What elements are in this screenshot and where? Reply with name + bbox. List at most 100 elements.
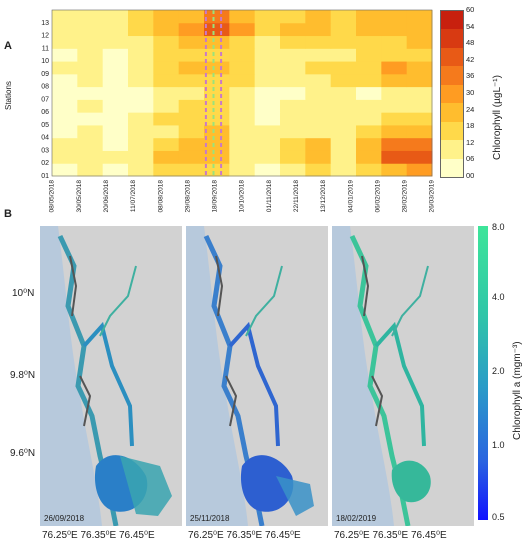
heatmap-cell — [356, 35, 382, 49]
heatmap-cell — [229, 86, 256, 100]
heatmap-cell — [178, 10, 205, 24]
heatmap-cell — [381, 22, 408, 37]
heatmap-cell — [305, 22, 332, 37]
heatmap-cell — [52, 137, 78, 151]
heatmap-cell — [102, 61, 129, 75]
colorbar-tick-label: 00 — [466, 171, 475, 180]
heatmap-cell — [406, 48, 433, 62]
heatmap-cell — [204, 10, 230, 24]
heatmap-cell — [406, 150, 433, 164]
heatmap-cell — [52, 112, 78, 126]
heatmap-cell — [330, 10, 357, 24]
heatmap-cell — [356, 112, 382, 126]
colorbar-tick-label: 30 — [466, 88, 475, 97]
heatmap-cell — [204, 150, 230, 164]
colorbar-swatch — [441, 140, 463, 159]
heatmap-cell — [406, 112, 433, 126]
date-tick-label: 06/02/2019 — [374, 180, 381, 213]
heatmap-cell — [406, 10, 433, 24]
heatmap-cell — [77, 61, 104, 75]
heatmap-cell — [330, 124, 357, 139]
heatmap-cell — [229, 61, 256, 75]
heatmap-cell — [356, 150, 382, 164]
heatmap-cell — [204, 124, 230, 139]
heatmap-cell — [356, 48, 382, 62]
cb-b-tick-1: 1.0 — [492, 440, 505, 450]
heatmap-cell — [52, 163, 78, 177]
heatmap-cell — [229, 10, 256, 24]
heatmap-cell — [128, 163, 154, 177]
heatmap-cell — [330, 150, 357, 164]
heatmap-cell — [102, 137, 129, 151]
lon-label-76-35: 76.35⁰E — [226, 530, 263, 541]
heatmap-cell — [381, 48, 408, 62]
heatmap-cell — [406, 73, 433, 88]
heatmap-cell — [381, 137, 408, 151]
heatmap-cell — [102, 10, 129, 24]
heatmap-cell — [52, 48, 78, 62]
station-tick-label: 12 — [41, 33, 49, 40]
heatmap-cell — [229, 150, 256, 164]
heatmap-cell — [204, 99, 230, 113]
heatmap-cell — [77, 86, 104, 100]
heatmap-cell — [330, 99, 357, 113]
colorbar-swatch — [441, 47, 463, 67]
heatmap-cell — [128, 22, 154, 37]
chlorophyll-colorbar-ticks: 00 06 12 18 24 30 36 42 48 54 60 — [466, 5, 496, 180]
heatmap-cell — [356, 73, 382, 88]
heatmap-cell — [356, 61, 382, 75]
heatmap-cell — [356, 137, 382, 151]
cb-b-tick-4: 4.0 — [492, 292, 505, 302]
heatmap-cell — [254, 48, 281, 62]
heatmap-cell — [52, 10, 78, 24]
heatmap-cell — [305, 10, 332, 24]
lon-labels-map-1: 76.25⁰E 76.35⁰E 76.45⁰E — [42, 530, 155, 541]
heatmap-cell — [77, 112, 104, 126]
heatmap-cell — [330, 73, 357, 88]
lon-label-76-35: 76.35⁰E — [80, 530, 117, 541]
map-2-graphic — [186, 226, 328, 527]
colorbar-swatch — [441, 11, 463, 30]
station-tick-label: 02 — [41, 160, 49, 167]
heatmap-cell — [280, 163, 306, 177]
heatmap-cell — [128, 124, 154, 139]
map-panel-1: 26/09/2018 — [40, 226, 182, 527]
heatmap-cell — [254, 10, 281, 24]
heatmap-cell — [77, 124, 104, 139]
lon-label-76-45: 76.45⁰E — [264, 530, 301, 541]
lon-label-76-25: 76.25⁰E — [42, 530, 78, 541]
heatmap-cell — [102, 112, 129, 126]
lat-label-9-6n: 9.6⁰N — [10, 448, 36, 459]
heatmap-cell — [102, 99, 129, 113]
heatmap-cell — [330, 163, 357, 177]
heatmap-cell — [153, 22, 180, 37]
heatmap-cell — [128, 73, 154, 88]
heatmap-cell — [178, 73, 205, 88]
map-1-graphic — [40, 226, 182, 527]
heatmap-cell — [204, 61, 230, 75]
heatmap-cell — [178, 137, 205, 151]
heatmap-cell — [204, 163, 230, 177]
heatmap-cell — [330, 86, 357, 100]
heatmap-cell — [356, 10, 382, 24]
heatmap-cell — [280, 10, 306, 24]
heatmap-cell — [128, 48, 154, 62]
colorbar-swatch — [441, 29, 463, 48]
heatmap-cell — [153, 48, 180, 62]
heatmap-cell — [406, 22, 433, 37]
heatmap-cell — [102, 22, 129, 37]
heatmap-cell — [305, 99, 332, 113]
heatmap-cell — [204, 112, 230, 126]
date-tick-label: 22/11/2018 — [293, 180, 300, 212]
heatmap-cell — [153, 163, 180, 177]
station-tick-label: 06 — [41, 109, 49, 116]
station-tick-label: 08 — [41, 84, 49, 91]
heatmap-cell — [204, 86, 230, 100]
heatmap-cell — [204, 137, 230, 151]
heatmap-cell — [305, 73, 332, 88]
heatmap-cell — [356, 124, 382, 139]
heatmap-cell — [381, 35, 408, 49]
heatmap-cell — [52, 99, 78, 113]
panel-b-label: B — [4, 208, 12, 220]
heatmap-cell — [52, 124, 78, 139]
